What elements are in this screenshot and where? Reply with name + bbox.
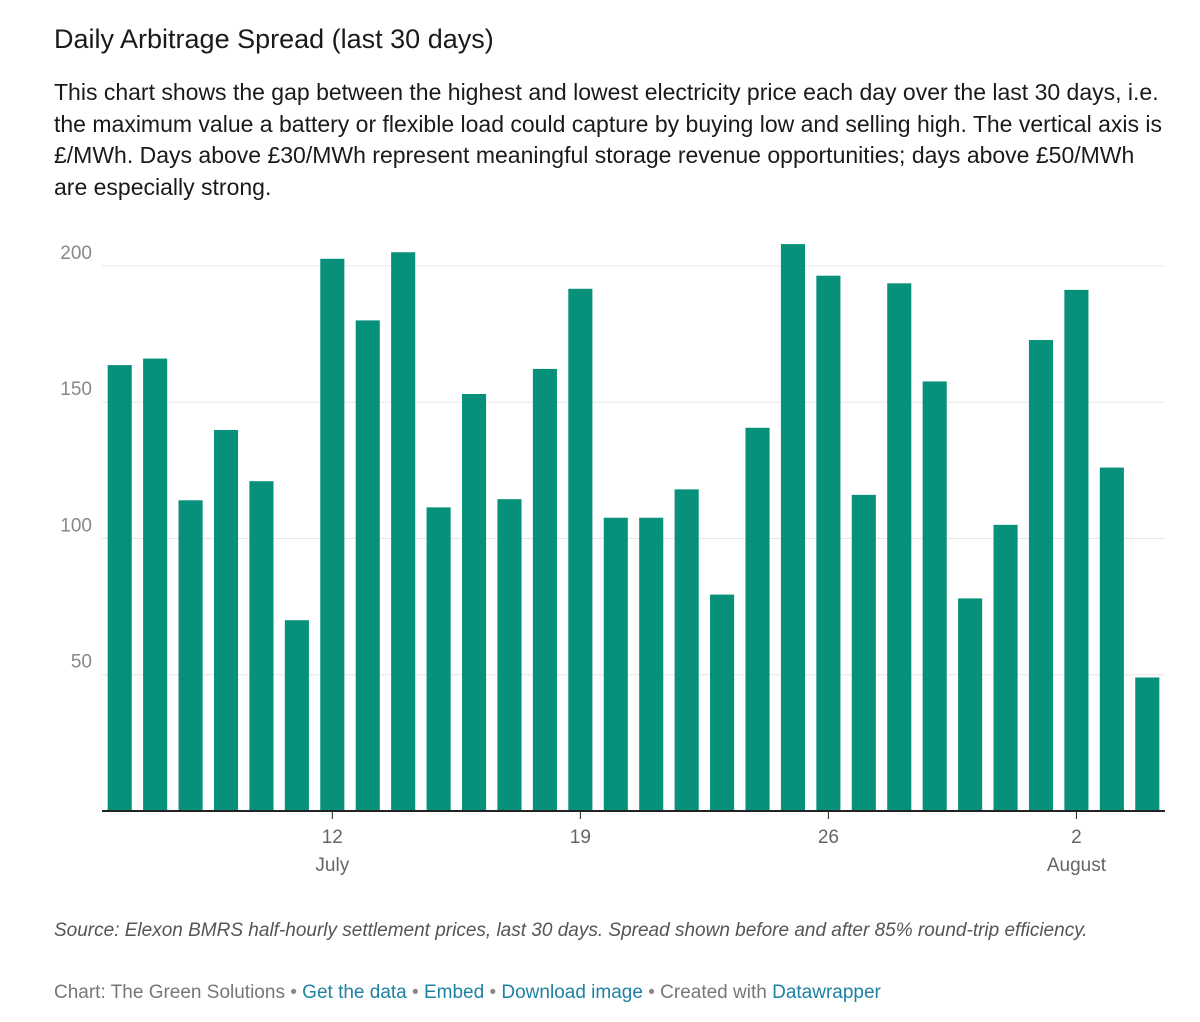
get-the-data-link[interactable]: Get the data [302,982,407,1003]
bar [993,524,1018,811]
footer-separator: • [648,982,655,1003]
bar [922,381,947,811]
bar [532,368,557,811]
bar [213,429,239,811]
x-month-label: August [1047,855,1107,876]
bar [816,275,841,811]
bar [780,244,805,811]
bar [1099,467,1124,811]
chart-description: This chart shows the gap between the hig… [54,79,1162,200]
x-axis-ticks: 12 July 19 26 2 August [315,811,1107,876]
created-with-label: Created with [660,982,767,1003]
x-tick-label: 26 [818,827,839,848]
download-image-link[interactable]: Download image [501,982,643,1003]
embed-link[interactable]: Embed [423,982,485,1003]
y-tick-label: 50 [71,652,92,673]
bar [355,320,380,811]
bar [958,598,983,811]
bar [851,494,876,811]
chart-footer: Chart: The Green Solutions • Get the dat… [54,980,881,1006]
bar [143,358,168,811]
gridlines: 50 100 150 200 [60,243,1165,676]
bar [462,393,487,811]
bars [107,244,1160,812]
bar [1028,340,1054,811]
source-note: Source: Elexon BMRS half-hourly settleme… [54,920,1088,941]
bar [249,481,274,811]
bar [497,499,522,811]
x-tick-label: 19 [570,827,591,848]
chart-title: Daily Arbitrage Spread (last 30 days) [54,24,494,54]
bar [426,507,451,811]
bar [639,517,664,811]
x-tick-label: 12 [322,827,343,848]
bar [107,365,132,811]
footer-separator: • [412,982,419,1003]
bar-chart: 50 100 150 200 12 July 19 26 2 August [60,243,1165,876]
bar [603,517,628,811]
y-tick-label: 100 [60,515,92,536]
bar [1064,289,1089,811]
chart-credit: Chart: The Green Solutions [54,982,285,1003]
footer-separator: • [290,982,297,1003]
bar [391,252,416,812]
bar [887,283,912,811]
bar [745,427,770,811]
y-tick-label: 200 [60,243,92,264]
bar [674,489,699,811]
bar [320,258,345,811]
bar [710,594,735,811]
bar [284,620,309,811]
datawrapper-link[interactable]: Datawrapper [772,982,881,1003]
bar [178,500,203,811]
bar [568,288,593,812]
y-tick-label: 150 [60,379,92,400]
bar [1135,677,1160,811]
footer-separator: • [489,982,497,1003]
x-tick-label: 2 [1071,827,1082,848]
x-month-label: July [315,855,349,876]
